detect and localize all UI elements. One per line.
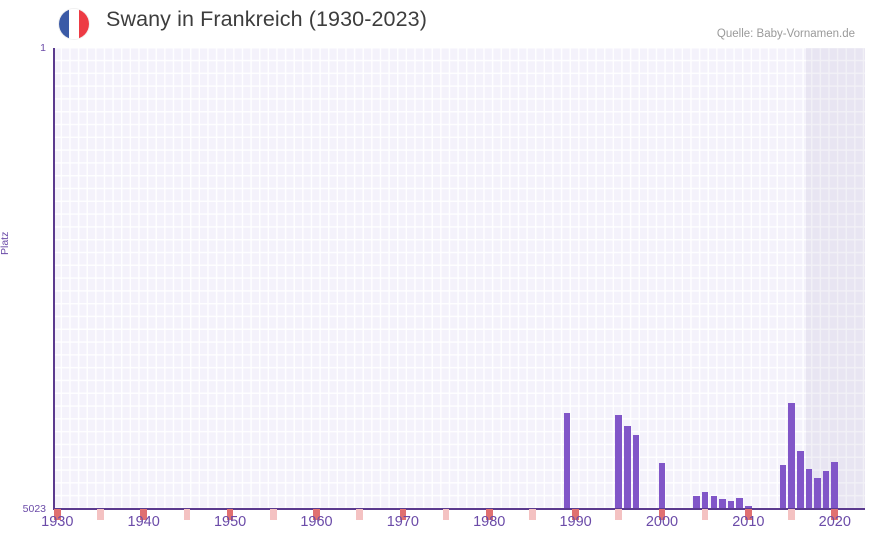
chart-header: Swany in Frankreich (1930-2023) Quelle: … bbox=[0, 0, 873, 46]
bar bbox=[615, 415, 623, 509]
x-axis-tick-1980: 1980 bbox=[473, 514, 506, 530]
x-axis-line bbox=[53, 508, 865, 510]
decade-marker-1930 bbox=[54, 509, 61, 520]
x-axis-tick-2010: 2010 bbox=[732, 514, 765, 530]
decade-marker-1940 bbox=[140, 509, 147, 520]
half-decade-marker-1955 bbox=[269, 509, 277, 520]
bar bbox=[563, 413, 571, 509]
half-decade-marker-1965 bbox=[356, 509, 363, 520]
half-decade-marker-1975 bbox=[442, 509, 450, 520]
bar bbox=[736, 497, 744, 509]
half-decade-marker-1985 bbox=[529, 509, 536, 520]
half-decade-marker-1995 bbox=[615, 509, 623, 520]
bar bbox=[624, 426, 631, 509]
bar bbox=[658, 463, 666, 509]
x-axis-tick-1970: 1970 bbox=[386, 514, 419, 530]
x-axis-tick-1990: 1990 bbox=[559, 514, 592, 530]
x-axis-tick-2020: 2020 bbox=[818, 514, 851, 530]
decade-marker-2020 bbox=[831, 509, 839, 520]
y-axis-line bbox=[53, 48, 55, 509]
flag-stripe-white bbox=[69, 9, 79, 39]
x-axis-decade-markers bbox=[53, 509, 865, 520]
bar bbox=[831, 462, 839, 509]
bar bbox=[779, 464, 787, 509]
plot-area bbox=[53, 48, 865, 509]
bar bbox=[805, 468, 813, 509]
bar bbox=[693, 495, 700, 509]
decade-marker-1970 bbox=[399, 509, 407, 520]
x-axis-tick-1950: 1950 bbox=[213, 514, 247, 530]
bar bbox=[719, 498, 726, 509]
x-axis-tick-1940: 1940 bbox=[127, 514, 160, 530]
half-decade-marker-1945 bbox=[183, 509, 191, 520]
y-axis-label: Platz bbox=[0, 231, 11, 255]
decade-marker-2000 bbox=[658, 509, 666, 520]
y-axis-tick-bottom: 5023 bbox=[22, 503, 46, 515]
y-axis-tick-top: 1 bbox=[40, 42, 46, 54]
half-decade-marker-1935 bbox=[97, 509, 104, 520]
decade-marker-2010 bbox=[745, 509, 752, 520]
decade-marker-1960 bbox=[313, 509, 320, 520]
bar bbox=[745, 505, 752, 509]
chart-source: Quelle: Baby-Vornamen.de bbox=[716, 28, 855, 40]
x-axis-tick-2000: 2000 bbox=[645, 514, 679, 530]
decade-marker-1950 bbox=[226, 509, 234, 520]
half-decade-marker-2005 bbox=[701, 509, 709, 520]
plot-grid bbox=[53, 48, 865, 509]
x-axis-tick-1930: 1930 bbox=[41, 514, 74, 530]
bar bbox=[788, 403, 795, 509]
bar bbox=[822, 470, 830, 509]
flag-stripe-blue bbox=[59, 9, 69, 39]
bar bbox=[701, 492, 709, 509]
bar bbox=[632, 435, 640, 509]
chart-title: Swany in Frankreich (1930-2023) bbox=[106, 7, 427, 31]
x-axis-tick-1960: 1960 bbox=[300, 514, 333, 530]
bar-series bbox=[53, 48, 865, 509]
decade-marker-1980 bbox=[485, 509, 493, 520]
half-decade-marker-2015 bbox=[788, 509, 795, 520]
x-axis-tick-labels: 1930 1940 1950 1960 1970 1980 1990 2000 2010 2020 bbox=[0, 514, 873, 538]
bar bbox=[710, 496, 718, 509]
flag-stripe-red bbox=[78, 9, 89, 39]
france-flag-icon bbox=[59, 9, 89, 39]
decade-marker-1990 bbox=[572, 509, 579, 520]
bar bbox=[814, 477, 821, 509]
bar bbox=[796, 451, 804, 509]
projected-range-shading bbox=[806, 48, 865, 509]
bar bbox=[727, 501, 735, 509]
